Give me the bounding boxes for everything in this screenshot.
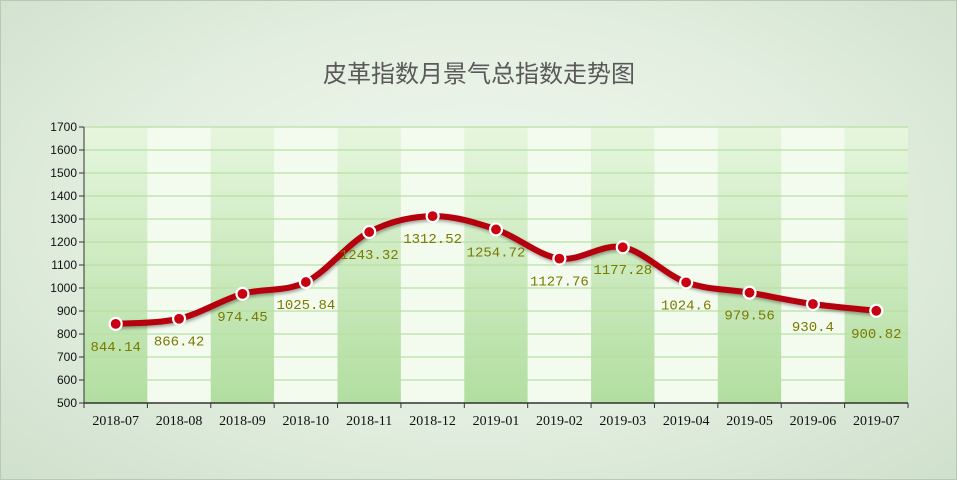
data-point-2019-05 bbox=[742, 285, 757, 300]
data-point-2019-07 bbox=[869, 303, 884, 318]
data-label-2019-02: 1127.76 bbox=[530, 275, 589, 291]
data-label-2018-08: 866.42 bbox=[154, 335, 204, 351]
data-point-2018-08 bbox=[171, 311, 187, 326]
y-tick-label-1000: 1000 bbox=[50, 281, 77, 295]
x-tick-label-2018-11: 2018-11 bbox=[346, 414, 392, 429]
data-point-2019-06 bbox=[805, 296, 821, 312]
data-point-group bbox=[108, 209, 884, 331]
y-tick-label-1200: 1200 bbox=[50, 235, 77, 249]
data-label-2019-04: 1024.6 bbox=[661, 298, 711, 314]
data-point-2018-10 bbox=[298, 274, 313, 290]
x-tick-label-2019-07: 2019-07 bbox=[853, 414, 900, 429]
data-point-2018-11 bbox=[362, 224, 377, 240]
data-label-2019-07: 900.82 bbox=[851, 327, 901, 343]
data-point-2019-01 bbox=[488, 222, 504, 237]
y-tick-label-800: 800 bbox=[57, 327, 77, 341]
x-tick-label-2019-04: 2019-04 bbox=[663, 414, 710, 429]
y-tick-label-900: 900 bbox=[57, 304, 77, 318]
x-tick-label-2019-05: 2019-05 bbox=[726, 414, 773, 429]
data-point-2018-07 bbox=[108, 316, 123, 331]
data-point-2018-09 bbox=[235, 286, 250, 301]
data-label-2019-05: 979.56 bbox=[724, 309, 774, 325]
data-point-2019-03 bbox=[615, 240, 630, 255]
y-tick-label-700: 700 bbox=[57, 350, 77, 364]
x-tick-label-2018-07: 2018-07 bbox=[92, 414, 139, 429]
data-point-2019-04 bbox=[679, 275, 694, 290]
y-tick-label-1400: 1400 bbox=[50, 189, 77, 203]
data-label-2019-03: 1177.28 bbox=[593, 263, 652, 279]
data-label-2018-07: 844.14 bbox=[90, 340, 140, 356]
x-tick-label-2018-10: 2018-10 bbox=[283, 414, 330, 429]
y-tick-label-1600: 1600 bbox=[50, 143, 77, 157]
x-tick-label-2019-01: 2019-01 bbox=[473, 414, 520, 429]
data-label-2019-01: 1254.72 bbox=[467, 245, 526, 261]
data-label-2019-06: 930.4 bbox=[792, 320, 834, 336]
chart-axes bbox=[79, 126, 909, 408]
data-label-2018-12: 1312.52 bbox=[403, 232, 462, 248]
y-tick-label-500: 500 bbox=[57, 396, 77, 410]
y-tick-label-1300: 1300 bbox=[50, 212, 77, 226]
y-tick-label-1500: 1500 bbox=[50, 166, 77, 180]
data-label-2018-09: 974.45 bbox=[217, 310, 267, 326]
data-point-2019-02 bbox=[552, 251, 567, 266]
x-tick-label-2018-09: 2018-09 bbox=[219, 414, 266, 429]
chart-title: 皮革指数月景气总指数走势图 bbox=[323, 60, 635, 88]
y-gridlines bbox=[84, 126, 908, 381]
x-tick-label-2018-12: 2018-12 bbox=[409, 414, 456, 429]
data-point-2018-12 bbox=[425, 209, 440, 224]
x-axis-tick-labels: 2018-07 2018-08 2018-09 2018-10 2018-11 2018-… bbox=[92, 414, 899, 429]
y-tick-label-600: 600 bbox=[57, 373, 77, 387]
y-tick-label-1100: 1100 bbox=[51, 258, 77, 272]
y-tick-label-1700: 1700 bbox=[50, 120, 77, 134]
x-tick-label-2019-03: 2019-03 bbox=[599, 414, 646, 429]
x-tick-label-2018-08: 2018-08 bbox=[156, 414, 203, 429]
data-label-2018-10: 1025.84 bbox=[276, 298, 335, 314]
x-tick-label-2019-06: 2019-06 bbox=[790, 414, 837, 429]
y-axis-tick-labels: 500 600 700 800 900 1000 1100 1200 1300 1400 1500 1… bbox=[50, 120, 77, 410]
data-label-2018-11: 1243.32 bbox=[340, 248, 399, 264]
x-tick-label-2019-02: 2019-02 bbox=[536, 414, 583, 429]
